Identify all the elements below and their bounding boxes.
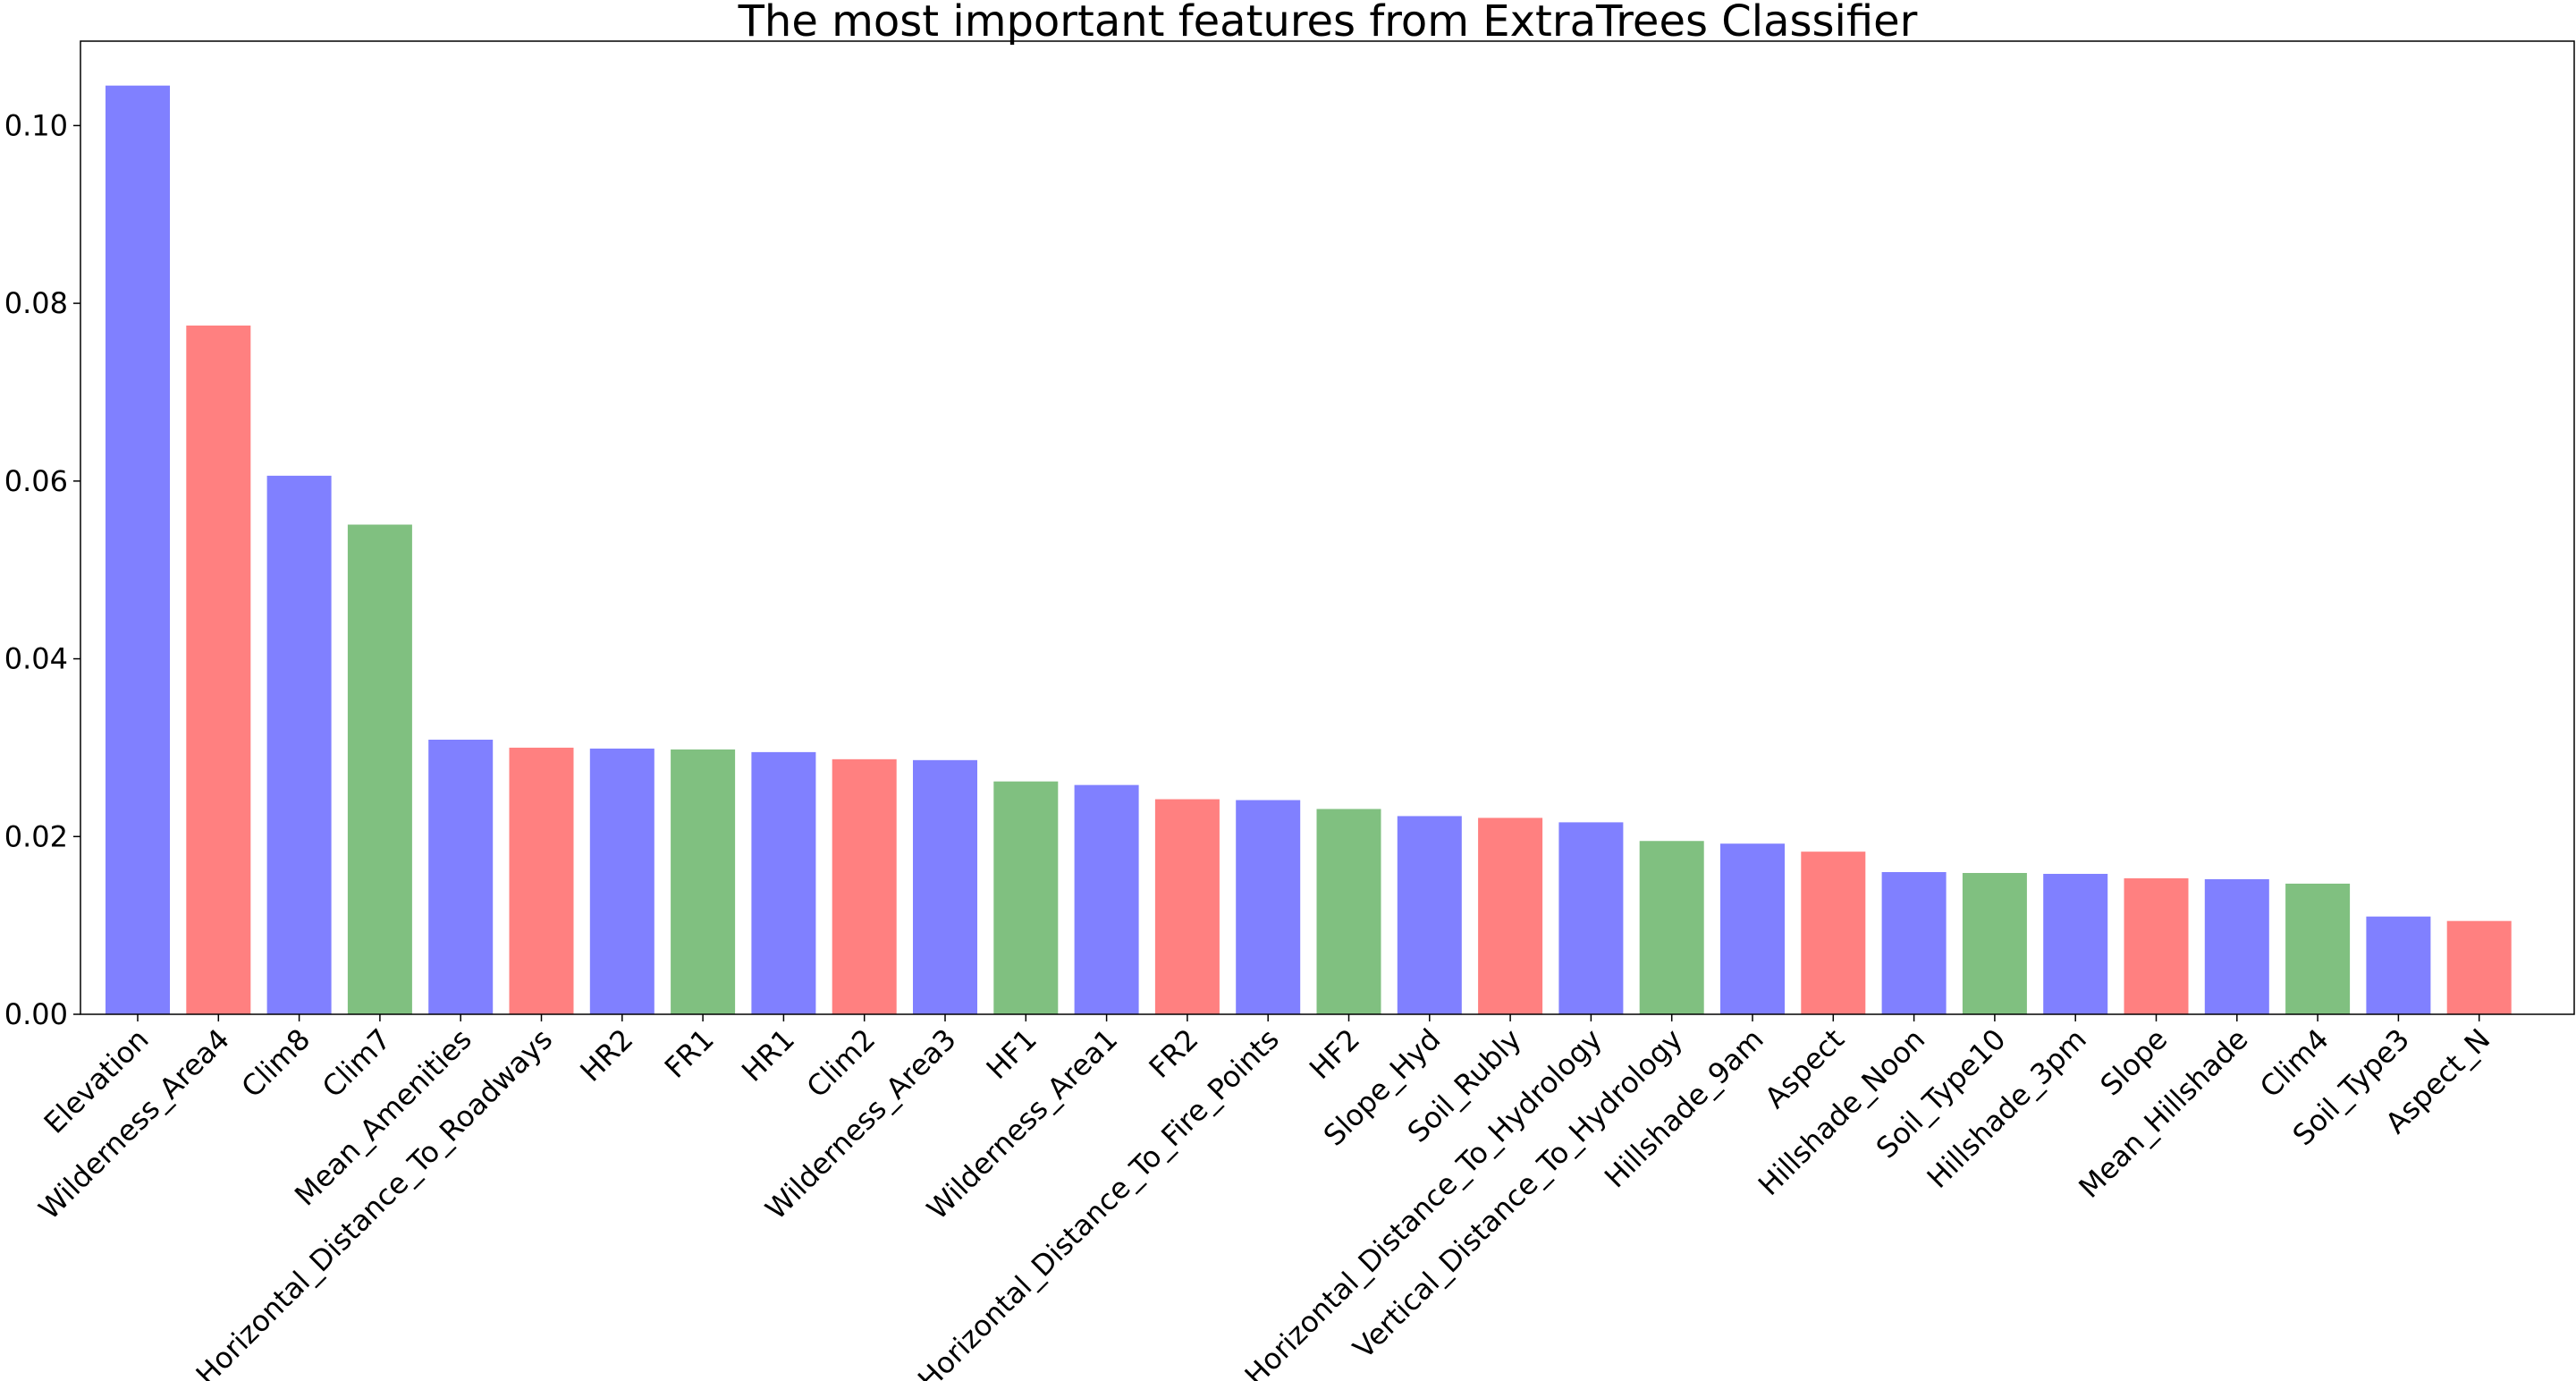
bar-wilderness-area1 [1074, 784, 1139, 1014]
bar-mean-hillshade [2204, 878, 2269, 1014]
bar-hf2 [1316, 809, 1381, 1014]
x-tick-label: HR1 [735, 1022, 801, 1089]
bar-hf1 [993, 781, 1059, 1014]
x-axis: ElevationWilderness_Area4Clim8Clim7Mean_… [32, 1014, 2496, 1381]
bar-hr1 [751, 751, 816, 1014]
bar-horizontal-distance-to-fire-points [1236, 800, 1301, 1014]
x-tick-label: Horizontal_Distance_To_Hydrology [1238, 1022, 1609, 1381]
bar-aspect [1801, 851, 1866, 1014]
y-tick-label: 0.04 [4, 642, 68, 676]
y-tick-label: 0.02 [4, 819, 68, 853]
y-tick-label: 0.00 [4, 997, 68, 1031]
bar-clim4 [2285, 883, 2351, 1014]
bar-hillshade-3pm [2043, 874, 2108, 1014]
bar-aspect-n [2446, 920, 2512, 1014]
bar-slope-hyd [1397, 816, 1462, 1014]
bar-hillshade-9am [1720, 843, 1785, 1014]
bar-horizontal-distance-to-roadways [509, 747, 574, 1014]
x-tick-label: FR2 [1143, 1022, 1205, 1085]
bar-clim7 [347, 524, 412, 1014]
y-tick-label: 0.06 [4, 464, 68, 498]
chart-title: The most important features from ExtraTr… [738, 0, 1918, 47]
bar-vertical-distance-to-hydrology [1639, 841, 1704, 1014]
bar-fr2 [1154, 799, 1220, 1014]
bar-soil-rubly [1478, 818, 1543, 1014]
bar-wilderness-area4 [186, 325, 251, 1014]
x-tick-label: Clim8 [235, 1022, 317, 1105]
plot-frame [80, 40, 2575, 1015]
bar-slope [2124, 877, 2189, 1014]
bar-soil-type3 [2366, 916, 2431, 1014]
bar-mean-amenities [428, 739, 494, 1014]
bar-hillshade-noon [1881, 872, 1947, 1014]
x-tick-label: HF2 [1303, 1022, 1366, 1086]
bar-hr2 [589, 748, 655, 1014]
bar-clim2 [832, 758, 897, 1014]
bar-fr1 [671, 749, 736, 1014]
y-axis: 0.00 0.02 0.04 0.06 0.08 0.10 [4, 108, 80, 1031]
bar-wilderness-area3 [913, 759, 977, 1014]
bar-elevation [106, 85, 170, 1014]
bar-soil-type10 [1962, 873, 2027, 1014]
bars-group [106, 85, 2512, 1014]
y-tick-label: 0.08 [4, 286, 68, 320]
bar-clim8 [266, 475, 332, 1014]
x-tick-label: FR1 [658, 1022, 721, 1085]
x-tick-label: HR2 [573, 1022, 639, 1089]
x-tick-label: HF1 [980, 1022, 1043, 1086]
y-tick-label: 0.10 [4, 108, 68, 142]
bar-horizontal-distance-to-hydrology [1558, 822, 1624, 1014]
